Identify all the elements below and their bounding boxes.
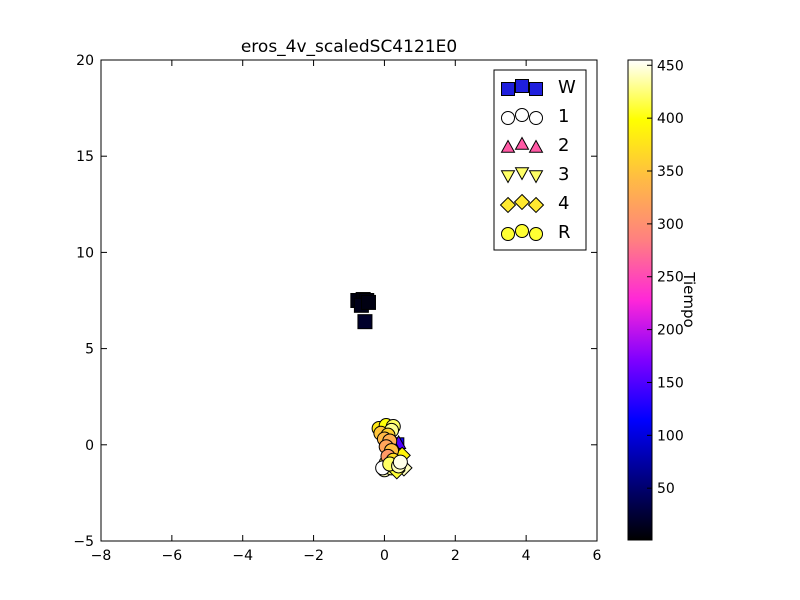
legend-marker-4 — [513, 193, 531, 211]
x-tick-label: −4 — [232, 548, 253, 564]
colorbar-tick-label: 150 — [657, 375, 684, 391]
x-tick-label: −6 — [162, 548, 183, 564]
legend-label-1: 1 — [558, 106, 569, 127]
legend-label-2: 2 — [558, 135, 569, 156]
y-tick-label: 10 — [76, 245, 94, 261]
x-tick-label: 6 — [593, 548, 602, 564]
legend-marker-4 — [499, 196, 517, 214]
x-tick-label: 2 — [451, 548, 460, 564]
colorbar-tick-label: 350 — [657, 164, 684, 180]
colorbar-frame — [627, 59, 653, 541]
x-axis: −8 −6 −4 −2 0 2 4 6 — [91, 60, 602, 564]
legend-box — [493, 69, 587, 251]
colorbar-tick-label: 450 — [657, 58, 684, 74]
legend-label-3: 3 — [558, 164, 569, 185]
colorbar: 50 100 150 200 250 300 350 400 450 Tiempo — [627, 58, 698, 541]
colorbar-label: Tiempo — [680, 271, 698, 327]
legend-marker-2 — [528, 139, 544, 153]
y-axis: −5 0 5 10 15 20 — [73, 53, 597, 550]
legend-label-w: W — [558, 77, 576, 98]
legend-marker-2 — [500, 139, 516, 153]
legend-marker-r — [529, 227, 543, 241]
legend: W 1 2 3 4 R — [493, 69, 587, 251]
y-tick-label: −5 — [73, 534, 94, 550]
colorbar-gradient — [628, 60, 652, 540]
colorbar-tick-label: 250 — [657, 270, 684, 286]
y-tick-label: 0 — [85, 438, 94, 454]
legend-marker-w — [529, 82, 543, 96]
legend-marker-r — [501, 227, 515, 241]
legend-marker-3 — [528, 170, 544, 184]
legend-marker-r — [515, 224, 529, 238]
colorbar-tick-label: 100 — [657, 428, 684, 444]
x-tick-label: −8 — [91, 548, 112, 564]
legend-marker-2 — [514, 136, 530, 150]
legend-marker-1 — [515, 108, 529, 122]
colorbar-tick-label: 200 — [657, 323, 684, 339]
legend-marker-3 — [500, 170, 516, 184]
data-point-w — [357, 314, 373, 330]
y-tick-label: 20 — [76, 53, 94, 69]
legend-marker-w — [515, 79, 529, 93]
colorbar-tick-label: 50 — [657, 481, 675, 497]
legend-marker-4 — [527, 196, 545, 214]
colorbar-tick-label: 400 — [657, 111, 684, 127]
data-points — [350, 292, 413, 480]
x-tick-label: 0 — [380, 548, 389, 564]
y-tick-label: 15 — [76, 149, 94, 165]
legend-marker-1 — [529, 111, 543, 125]
data-point-r — [392, 454, 408, 470]
chart-title: eros_4v_scaledSC4121E0 — [241, 37, 457, 57]
legend-marker-w — [501, 82, 515, 96]
data-point-w — [360, 294, 376, 310]
legend-label-4: 4 — [558, 193, 569, 214]
x-tick-label: −2 — [303, 548, 324, 564]
legend-label-r: R — [558, 222, 571, 243]
y-tick-label: 5 — [85, 342, 94, 358]
x-tick-label: 4 — [522, 548, 531, 564]
plot-frame — [100, 59, 598, 542]
legend-marker-3 — [514, 167, 530, 181]
legend-marker-1 — [501, 111, 515, 125]
colorbar-tick-label: 300 — [657, 217, 684, 233]
